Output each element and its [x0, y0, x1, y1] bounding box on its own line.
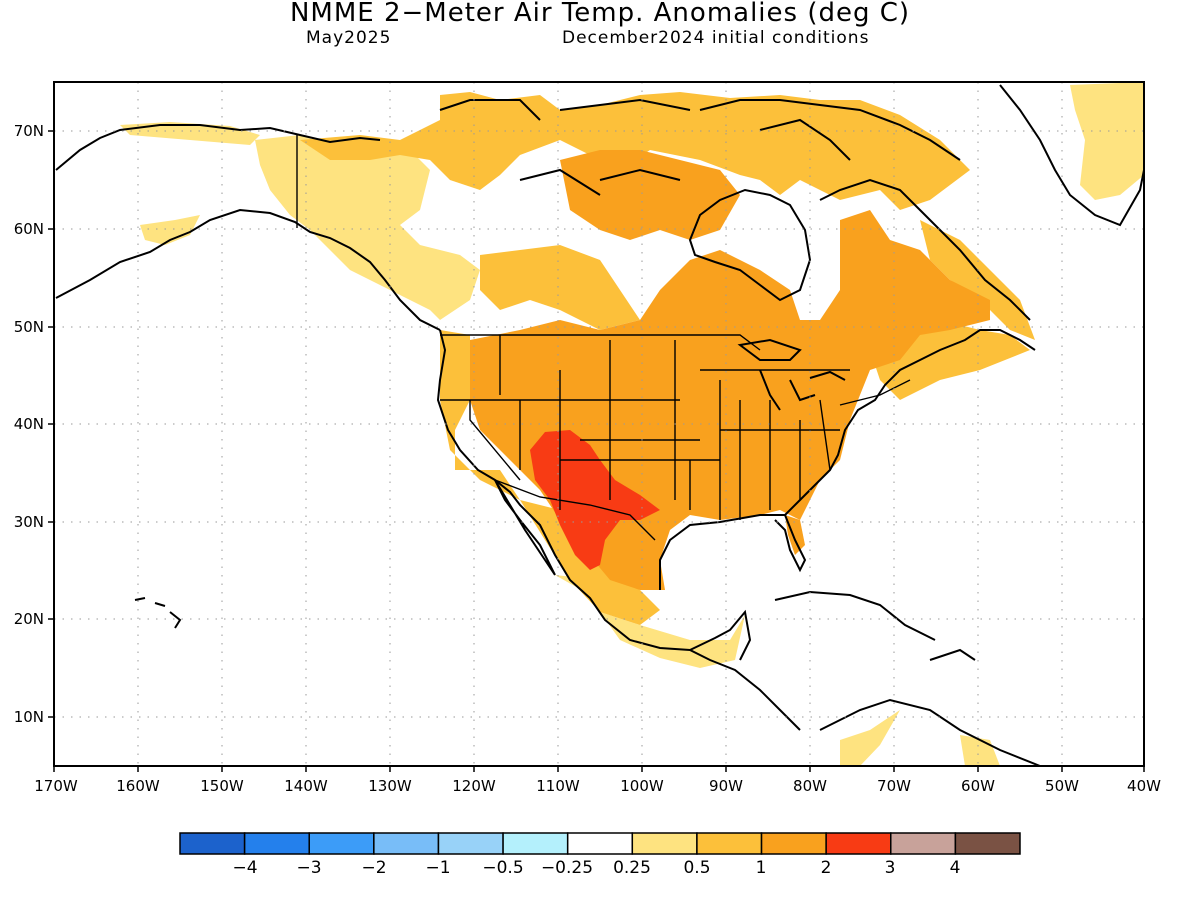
- hawaii-islands: [134, 597, 182, 629]
- colorbar-label: −0.25: [541, 858, 593, 878]
- arctic-islands-outline: [439, 98, 961, 196]
- gulf-coastline: [659, 514, 807, 590]
- anomaly-light-orange-labrador: [920, 220, 1035, 340]
- colorbar-label: 3: [885, 858, 896, 878]
- anomaly-light-yellow-alaska-south: [140, 215, 200, 245]
- initial-conditions: December2024 initial conditions: [562, 28, 870, 48]
- anomaly-light-yellow-caribbean: [840, 710, 900, 766]
- colorbar-swatch: [696, 832, 763, 855]
- colorbar-swatch: [890, 832, 957, 855]
- colorbar-swatch: [502, 832, 569, 855]
- lon-label: 100W: [620, 777, 664, 795]
- lat-label: 30N: [14, 513, 44, 531]
- us-mexico-border: [494, 479, 656, 541]
- colorbar-label: 4: [950, 858, 961, 878]
- us-east-coastline: [784, 329, 1036, 516]
- lon-label: 160W: [116, 777, 160, 795]
- colorbar-swatch: [308, 832, 375, 855]
- baja-coastline: [494, 479, 556, 576]
- lon-label: 80W: [793, 777, 827, 795]
- greenland-coastline: [999, 84, 1144, 227]
- lon-label: 60W: [961, 777, 995, 795]
- anomaly-light-orange-pacific-coast: [440, 330, 520, 500]
- colorbar-swatch: [631, 832, 698, 855]
- colorbar-label: −1: [425, 858, 450, 878]
- colorbar-label: −2: [361, 858, 386, 878]
- anomaly-light-yellow-arctic: [255, 135, 480, 320]
- colorbar-label: −3: [296, 858, 321, 878]
- lon-label: 120W: [452, 777, 496, 795]
- lon-label: 140W: [284, 777, 328, 795]
- lat-label: 40N: [14, 415, 44, 433]
- lon-label: 50W: [1045, 777, 1079, 795]
- colorbar-label: 2: [821, 858, 832, 878]
- political-borders: [296, 135, 911, 541]
- anomaly-red-southwest: [530, 430, 660, 570]
- lon-label: 130W: [368, 777, 412, 795]
- colorbar-swatch: [437, 832, 504, 855]
- colorbar-swatch: [825, 832, 892, 855]
- lat-label: 70N: [14, 122, 44, 140]
- colorbar-swatch: [243, 832, 310, 855]
- lon-label: 40W: [1127, 777, 1161, 795]
- colorbar: [179, 832, 1021, 855]
- lat-label: 60N: [14, 220, 44, 238]
- colorbar-label: 0.5: [683, 858, 710, 878]
- canada-us-border: [440, 334, 911, 406]
- colorbar-swatch: [566, 832, 634, 855]
- lon-label: 110W: [536, 777, 580, 795]
- alaska-coastline: [55, 124, 441, 331]
- coastlines: [55, 84, 1144, 766]
- lon-label: 150W: [200, 777, 244, 795]
- hudson-bay-coastline: [688, 188, 812, 302]
- great-lakes-outline: [737, 338, 846, 411]
- lat-label: 20N: [14, 610, 44, 628]
- colorbar-label: −4: [232, 858, 257, 878]
- labrador-coastline: [819, 178, 1031, 321]
- colorbar-swatch: [179, 832, 246, 855]
- longitude-labels: 170W 160W 150W 140W 130W 120W 110W 100W …: [34, 777, 1161, 795]
- us-west-coastline: [436, 329, 801, 731]
- colorbar-label: −0.5: [482, 858, 523, 878]
- anomaly-light-yellow-greenland: [1070, 82, 1144, 200]
- lat-label: 10N: [14, 708, 44, 726]
- anomaly-orange-canada-north: [560, 150, 740, 240]
- lat-label: 50N: [14, 318, 44, 336]
- lon-label: 70W: [877, 777, 911, 795]
- axis-ticks: [48, 130, 1145, 772]
- caribbean-coastline: [774, 590, 1041, 766]
- latitude-labels: 70N 60N 50N 40N 30N 20N 10N: [14, 122, 44, 726]
- colorbar-swatch: [760, 832, 827, 855]
- colorbar-labels: −4 −3 −2 −1 −0.5 −0.25 0.25 0.5 1 2 3 4: [232, 858, 960, 878]
- colorbar-swatch: [373, 832, 440, 855]
- anomaly-light-yellow-east: [960, 735, 1000, 766]
- yucatan-coastline: [689, 609, 752, 661]
- anomaly-light-yellow-central-america: [600, 612, 745, 668]
- lon-label: 90W: [709, 777, 743, 795]
- colorbar-label: 0.25: [613, 858, 651, 878]
- colorbar-label: 1: [756, 858, 767, 878]
- map-title: NMME 2−Meter Air Temp. Anomalies (deg C): [289, 0, 911, 28]
- map-content: [54, 82, 1144, 766]
- forecast-month: May2025: [306, 28, 392, 48]
- lon-label: 170W: [34, 777, 78, 795]
- graticule: [54, 82, 1144, 766]
- state-borders: [440, 335, 850, 520]
- colorbar-swatch: [954, 832, 1021, 855]
- anomaly-light-orange-west: [480, 245, 640, 330]
